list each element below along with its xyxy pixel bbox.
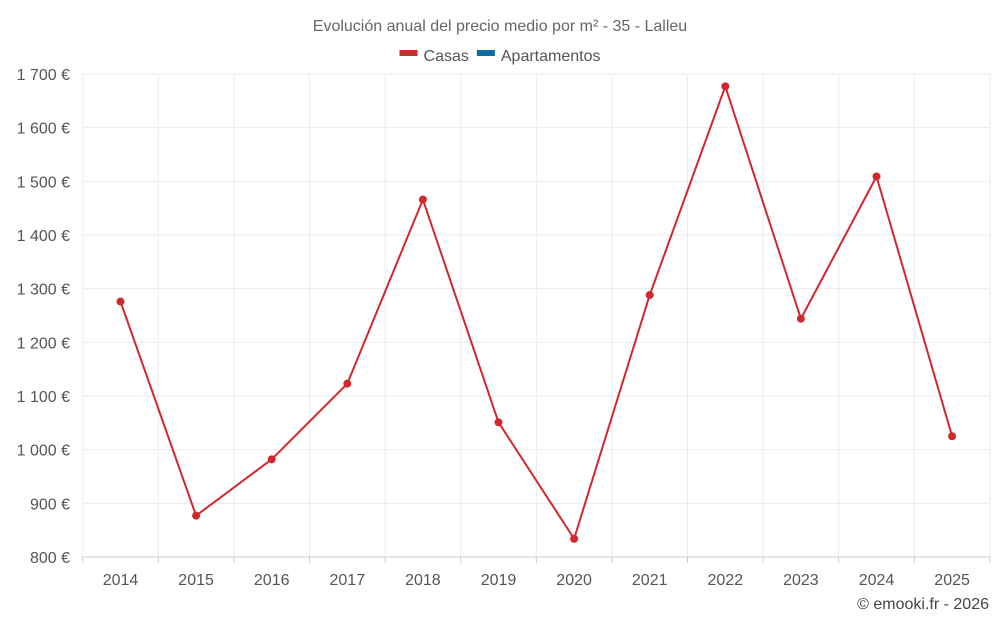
legend-label: Apartamentos (501, 48, 601, 65)
y-tick-label: 1 500 € (17, 174, 70, 191)
data-point-casas-2022[interactable] (721, 82, 730, 91)
x-tick-label: 2021 (632, 572, 668, 589)
x-tick-label: 2014 (103, 572, 139, 589)
x-tick-label: 2018 (405, 572, 441, 589)
chart-title: Evolución anual del precio medio por m² … (313, 18, 687, 35)
x-tick-label: 2019 (481, 572, 517, 589)
grid (82, 73, 991, 558)
x-tick-label: 2023 (783, 572, 819, 589)
y-tick-label: 800 € (30, 550, 70, 567)
x-axis-ticks: 2014 2015 2016 2017 2018 2019 2020 2021 2022 2023… (103, 572, 970, 589)
y-axis-ticks: 800 € 900 € 1 000 € 1 100 € 1 200 € 1 300 € 1 … (17, 67, 70, 567)
x-tick-label: 2024 (859, 572, 895, 589)
data-point-casas-2017[interactable] (343, 379, 352, 388)
legend-label: Casas (424, 48, 469, 65)
data-point-casas-2018[interactable] (418, 195, 427, 204)
legend-swatch (399, 50, 418, 56)
x-tick-label: 2020 (556, 572, 592, 589)
legend-swatch (476, 50, 495, 56)
series-line-casas (119, 85, 954, 540)
x-tick-label: 2022 (708, 572, 744, 589)
data-point-casas-2014[interactable] (116, 297, 125, 306)
data-point-casas-2021[interactable] (645, 291, 654, 300)
series-layer (116, 82, 957, 543)
data-point-casas-2025[interactable] (948, 432, 957, 441)
y-tick-label: 1 000 € (17, 443, 70, 460)
x-tick-label: 2017 (330, 572, 366, 589)
y-tick-label: 900 € (30, 496, 70, 513)
data-point-casas-2019[interactable] (494, 418, 503, 427)
x-tick-label: 2015 (178, 572, 214, 589)
y-tick-label: 1 600 € (17, 121, 70, 138)
y-tick-label: 1 700 € (17, 67, 70, 84)
y-tick-label: 1 100 € (17, 389, 70, 406)
legend-item-apartamentos[interactable]: Apartamentos (476, 48, 601, 65)
data-point-casas-2015[interactable] (192, 511, 201, 520)
data-point-casas-2016[interactable] (267, 455, 276, 464)
legend-item-casas[interactable]: Casas (399, 48, 469, 65)
y-tick-label: 1 300 € (17, 282, 70, 299)
data-point-casas-2020[interactable] (570, 534, 579, 543)
axes (82, 556, 991, 563)
data-point-casas-2023[interactable] (796, 314, 805, 323)
legend[interactable]: Casas Apartamentos (399, 48, 601, 65)
x-tick-label: 2025 (934, 572, 970, 589)
x-tick-label: 2016 (254, 572, 290, 589)
y-tick-label: 1 200 € (17, 335, 70, 352)
data-point-casas-2024[interactable] (872, 172, 881, 181)
y-tick-label: 1 400 € (17, 228, 70, 245)
credit-text: © emooki.fr - 2026 (857, 596, 989, 613)
